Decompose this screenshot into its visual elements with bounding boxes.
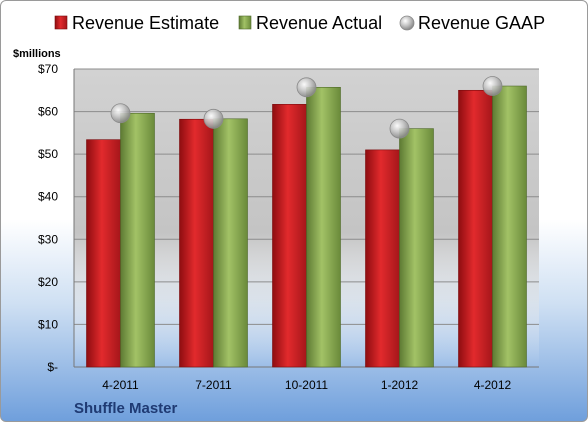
x-tick-label: 7-2011 xyxy=(195,378,232,392)
y-unit-label: $millions xyxy=(13,48,61,60)
legend-swatch xyxy=(54,15,68,30)
bars xyxy=(86,85,527,368)
y-tick-label: $30 xyxy=(38,232,58,246)
legend-swatch xyxy=(399,15,415,31)
y-tick-label: $50 xyxy=(38,147,58,161)
legend-label: Revenue Actual xyxy=(256,13,382,33)
gaap-markers xyxy=(110,76,503,139)
marker-revenue-gaap xyxy=(482,76,503,96)
legend-swatch xyxy=(238,15,252,30)
bar-revenue-estimate xyxy=(179,118,214,368)
y-tick-label: $20 xyxy=(38,275,58,289)
y-tick-label: $60 xyxy=(38,105,58,119)
company-label: Shuffle Master xyxy=(74,400,178,417)
x-tick-label: 4-2011 xyxy=(102,378,139,392)
x-tick-label: 10-2011 xyxy=(285,378,328,392)
bar-revenue-actual xyxy=(399,128,434,368)
legend-label: Revenue Estimate xyxy=(72,13,219,33)
bar-revenue-estimate xyxy=(365,149,400,368)
x-tick-label: 1-2012 xyxy=(381,378,419,392)
bar-revenue-actual xyxy=(120,112,155,368)
axes: $- $10 $20 $30 $40 $50 $60 $70 4-2011 7-2011 10-20… xyxy=(38,62,512,392)
y-tick-label: $40 xyxy=(38,190,58,204)
legend: Revenue Estimate Revenue Actual Revenue GA… xyxy=(54,13,545,33)
bar-revenue-actual xyxy=(213,118,248,368)
marker-revenue-gaap xyxy=(110,103,131,124)
marker-revenue-gaap xyxy=(203,108,224,129)
y-tick-label: $10 xyxy=(38,317,58,331)
bar-revenue-estimate xyxy=(86,139,121,368)
y-tick-label: $- xyxy=(47,360,58,374)
x-tick-label: 4-2012 xyxy=(474,378,512,392)
bar-revenue-estimate xyxy=(272,104,307,368)
bar-revenue-actual xyxy=(306,87,341,368)
y-tick-label: $70 xyxy=(38,62,58,76)
bar-revenue-actual xyxy=(492,85,527,368)
marker-revenue-gaap xyxy=(389,118,410,139)
legend-label: Revenue GAAP xyxy=(418,13,545,33)
bar-revenue-estimate xyxy=(458,89,493,368)
marker-revenue-gaap xyxy=(296,77,317,98)
